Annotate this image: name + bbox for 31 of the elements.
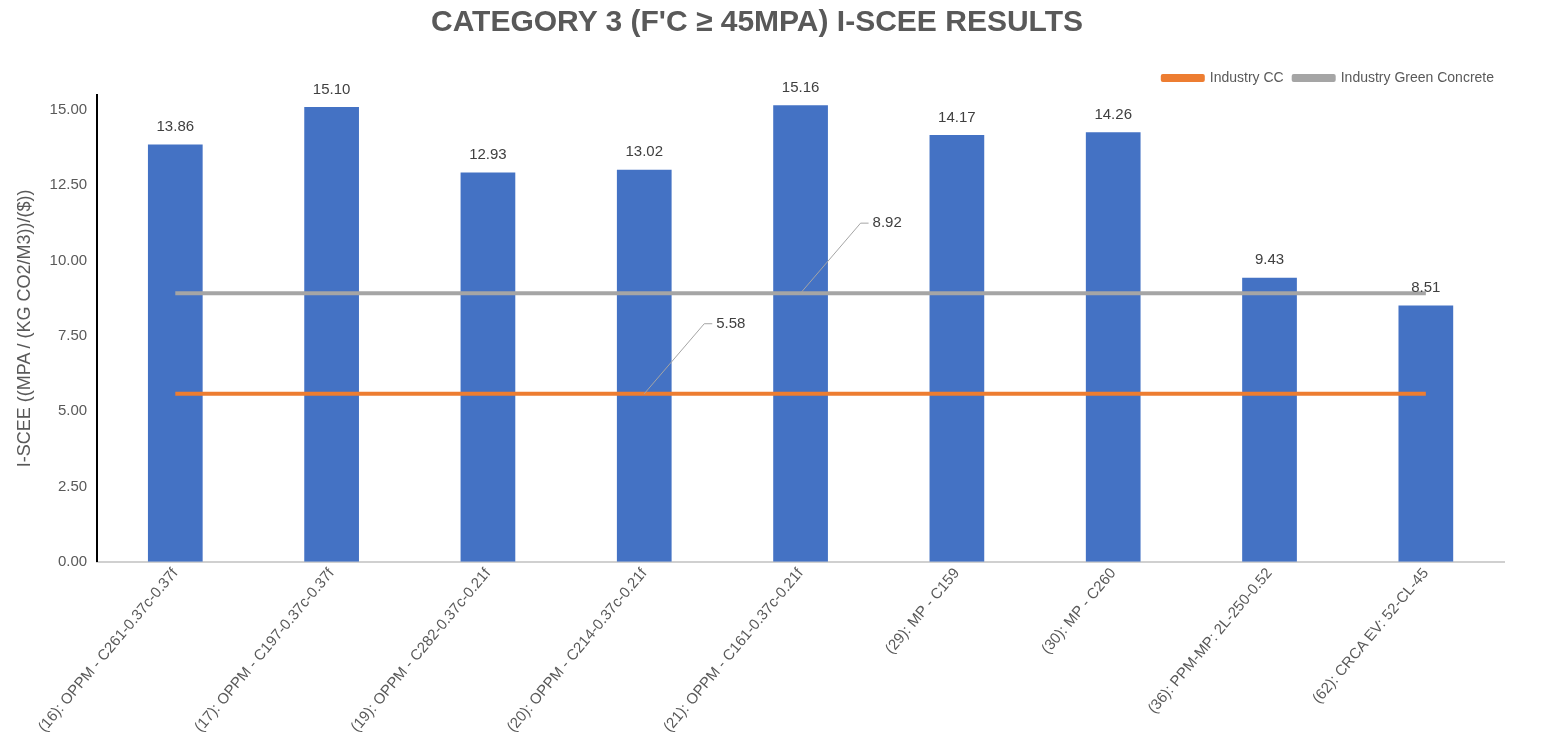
bar	[147, 144, 203, 562]
chart-title: CATEGORY 3 (F'C ≥ 45MPA) I-SCEE RESULTS	[430, 4, 1084, 38]
y-tick-label: 15.00	[49, 100, 88, 118]
legend-label: Industry Green Concrete	[1340, 68, 1495, 85]
data-label: 5.58	[716, 313, 746, 331]
bar	[773, 105, 828, 562]
y-axis-title: I-SCEE ((MPA / (KG CO2/M3))/($))	[13, 189, 34, 468]
data-label: 13.86	[156, 117, 195, 135]
data-label: 15.16	[781, 77, 820, 95]
legend-label: Industry CC	[1209, 68, 1284, 85]
data-label: 8.51	[1411, 278, 1441, 296]
data-label: 8.92	[872, 213, 902, 231]
bar	[929, 135, 985, 562]
data-label: 12.93	[469, 145, 507, 163]
bar	[616, 169, 672, 562]
data-label: 14.17	[938, 107, 976, 125]
data-label: 13.02	[625, 142, 664, 160]
bar	[1242, 277, 1297, 562]
y-tick-label: 7.50	[57, 326, 88, 344]
data-label: 14.26	[1094, 104, 1132, 122]
bar	[460, 172, 516, 562]
bar	[1398, 305, 1454, 562]
bar	[304, 107, 359, 562]
bar	[1085, 132, 1141, 562]
y-tick-label: 0.00	[57, 551, 88, 569]
y-tick-label: 2.50	[57, 476, 88, 494]
data-label: 9.43	[1254, 250, 1285, 268]
y-tick-label: 10.00	[49, 250, 88, 268]
y-tick-label: 12.50	[49, 175, 88, 193]
y-tick-label: 5.00	[57, 401, 88, 419]
data-label: 15.10	[312, 79, 351, 97]
